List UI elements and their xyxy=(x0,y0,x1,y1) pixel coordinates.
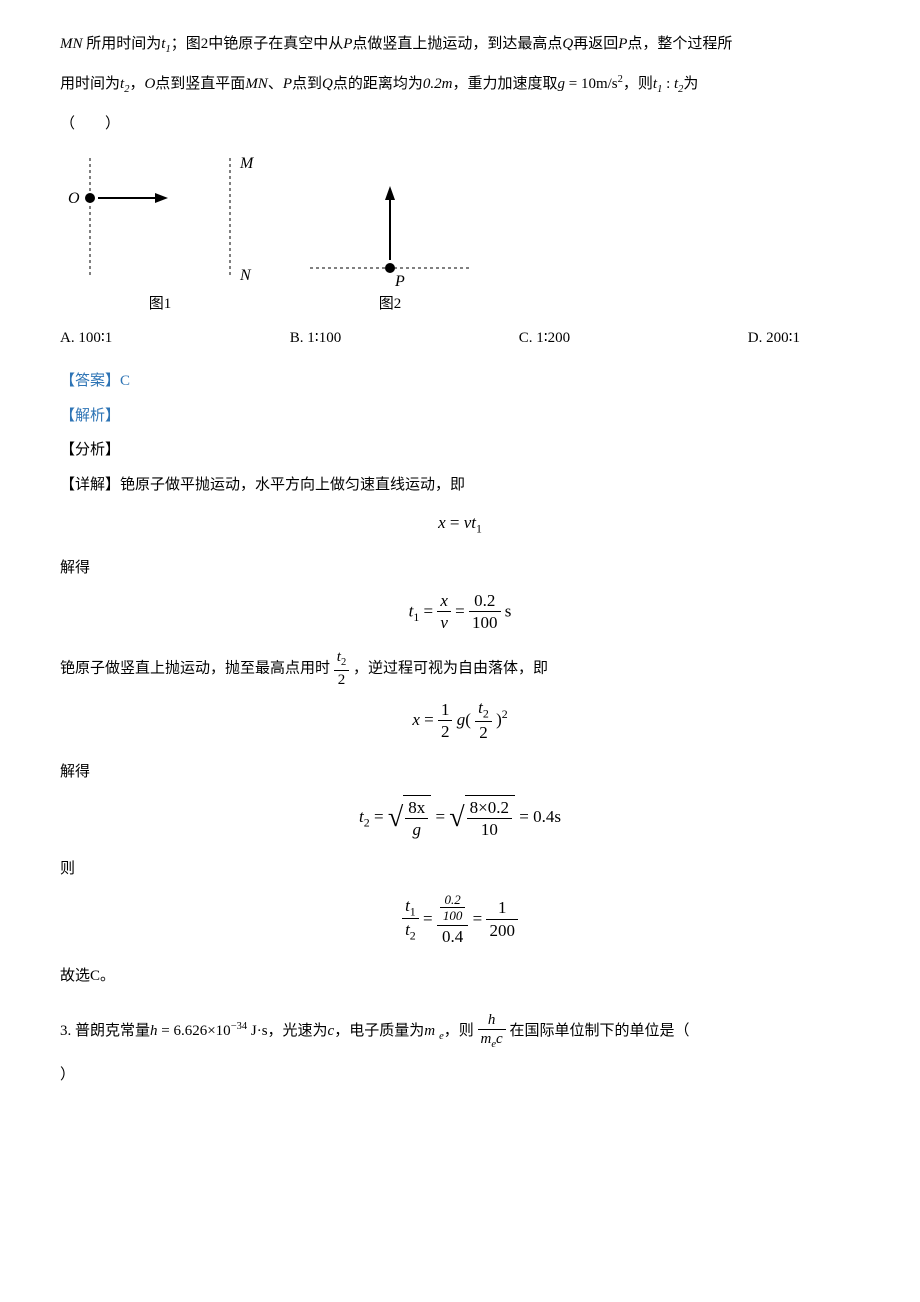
txt: 所用时间为 xyxy=(83,36,162,52)
ze: 则 xyxy=(60,855,860,884)
answer-value: C xyxy=(120,373,130,389)
fenxi-label: 【分析】 xyxy=(60,436,860,465)
jiede-1: 解得 xyxy=(60,554,860,583)
jiede-2: 解得 xyxy=(60,758,860,787)
fig2-p-label: P xyxy=(394,273,405,288)
equation-4: t2 = √8xg = √8×0.210 = 0.4s xyxy=(60,795,860,841)
detail-line: 【详解】铯原子做平抛运动，水平方向上做匀速直线运动，即 xyxy=(60,471,860,500)
q3-close: ） xyxy=(60,1061,860,1090)
guxuan: 故选C。 xyxy=(60,962,860,991)
answer-label: 【答案】 xyxy=(60,373,120,389)
figures-row: O M N 图1 P 图2 xyxy=(60,148,860,319)
figure-1-label: 图1 xyxy=(149,290,172,319)
option-c: C. 1∶200 xyxy=(519,324,570,353)
q2-paren: （ ） xyxy=(60,110,860,139)
equation-1: x = vt1 xyxy=(60,507,860,540)
equation-2: t1 = xv = 0.2100 s xyxy=(60,591,860,634)
figure-2-label: 图2 xyxy=(379,290,402,319)
answer-line: 【答案】C xyxy=(60,367,860,396)
line3: 铯原子做竖直上抛运动，抛至最高点用时 t22 ，逆过程可视为自由落体，即 xyxy=(60,648,860,690)
fig1-o-label: O xyxy=(68,190,80,207)
option-b: B. 1∶100 xyxy=(290,324,341,353)
figure-2-svg: P xyxy=(300,168,480,288)
analysis-label: 【解析】 xyxy=(60,402,860,431)
equation-5: t1t2 = 0.21000.4 = 1200 xyxy=(60,892,860,949)
q3-line: 3. 普朗克常量h = 6.626×10−34 J·s，光速为c，电子质量为me… xyxy=(60,1011,860,1052)
option-d: D. 200∶1 xyxy=(748,324,800,353)
option-a: A. 100∶1 xyxy=(60,324,112,353)
figure-1: O M N 图1 xyxy=(60,148,260,319)
equation-3: x = 12 g( t22 )2 xyxy=(60,698,860,744)
options-row: A. 100∶1 B. 1∶100 C. 1∶200 D. 200∶1 xyxy=(60,324,860,353)
fig1-n-label: N xyxy=(239,267,252,284)
q2-line1: MN 所用时间为t1；图2中铯原子在真空中从P点做竖直上抛运动，到达最高点Q再返… xyxy=(60,30,860,60)
figure-2: P 图2 xyxy=(300,168,480,319)
figure-1-svg: O M N xyxy=(60,148,260,288)
q2-line2: 用时间为t2，O点到竖直平面MN、P点到Q点的距离均为0.2m，重力加速度取g … xyxy=(60,70,860,100)
fig1-m-label: M xyxy=(239,155,255,172)
